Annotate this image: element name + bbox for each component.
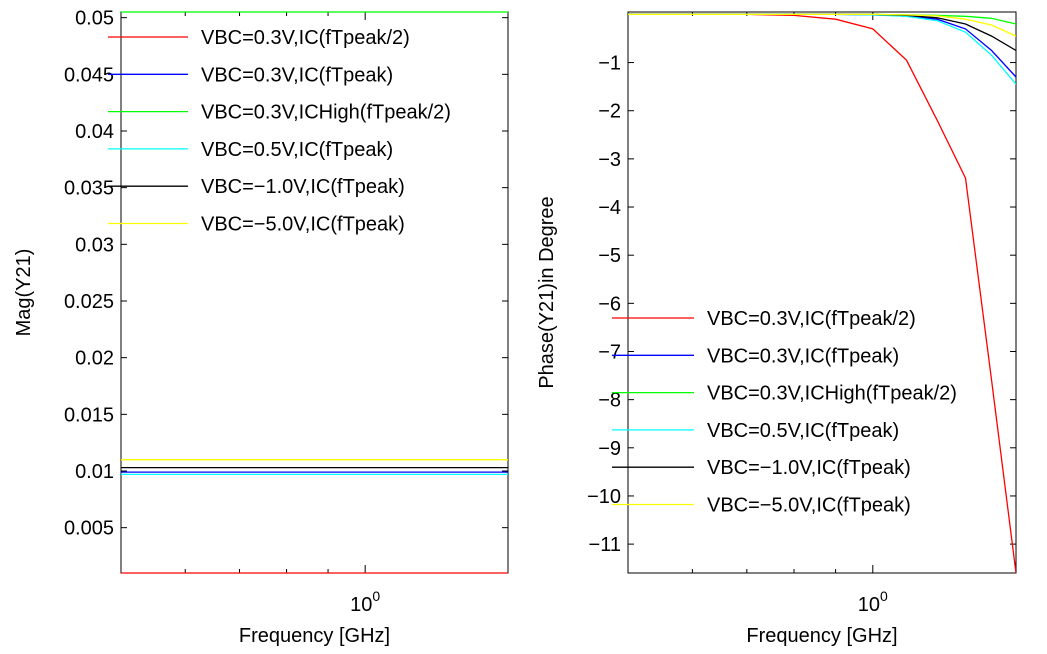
legend-label: VBC=−5.0V,IC(fTpeak)	[201, 214, 405, 236]
legend-label: VBC=0.5V,IC(fTpeak)	[201, 139, 393, 161]
series-line	[628, 13, 1016, 85]
legend-label: VBC=0.3V,IC(fTpeak)	[201, 64, 393, 86]
y-tick-label: −7	[598, 341, 621, 363]
y-tick-label: 0.025	[64, 291, 114, 313]
y-tick-label: 0.01	[75, 461, 114, 483]
legend-label: VBC=0.5V,IC(fTpeak)	[707, 420, 899, 442]
y-tick-label: 0.015	[64, 404, 114, 426]
y-tick-label: 0.035	[64, 178, 114, 200]
y-tick-label: −1	[598, 53, 621, 75]
y-tick-label: 0.03	[75, 234, 114, 256]
x-tick-label: 100	[350, 588, 380, 616]
series-line	[628, 13, 1016, 52]
series-group	[121, 11, 508, 574]
y-tick-label: −5	[598, 245, 621, 267]
y-tick-label: −4	[598, 197, 621, 219]
y-tick-label: 0.04	[75, 121, 114, 143]
legend-label: VBC=−5.0V,IC(fTpeak)	[707, 495, 911, 517]
series-group	[628, 13, 1016, 574]
y-tick-label: −10	[587, 486, 621, 508]
y-tick-label: −8	[598, 390, 621, 412]
y-tick-label: 0.02	[75, 348, 114, 370]
series-line	[628, 13, 1016, 37]
y-tick-label: 0.005	[64, 518, 114, 540]
axes-box	[120, 11, 509, 574]
legend-label: VBC=0.3V,IC(fTpeak/2)	[707, 308, 916, 330]
legend-label: VBC=0.3V,ICHigh(fTpeak/2)	[707, 383, 957, 405]
legend-label: VBC=0.3V,IC(fTpeak/2)	[201, 27, 410, 49]
plot-2: −1 −2 −3 −4 −5 −6 −7 −8 −9 −10 −11 100 Frequency [GH…	[536, 11, 1017, 647]
series-line	[628, 13, 1016, 78]
y-tick-label: −9	[598, 438, 621, 460]
plot-1: 0.005 0.01 0.015 0.02 0.025 0.03 0.035 0.04 0.04…	[13, 8, 509, 647]
y-tick-label: −11	[589, 534, 621, 556]
y-tick-label: 0.05	[75, 8, 114, 30]
legend-label: VBC=−1.0V,IC(fTpeak)	[707, 457, 911, 479]
legend-label: VBC=0.3V,ICHigh(fTpeak/2)	[201, 102, 451, 124]
legend: VBC=0.3V,IC(fTpeak/2) VBC=0.3V,IC(fTpeak)…	[108, 27, 451, 236]
legend-label: VBC=−1.0V,IC(fTpeak)	[201, 176, 405, 198]
y-tick-label: −3	[598, 149, 621, 171]
series-line	[628, 13, 1016, 574]
y-tick-label: −2	[598, 101, 621, 123]
x-axis-label: Frequency [GHz]	[239, 625, 390, 647]
x-tick-label: 100	[858, 588, 888, 616]
axes-box	[627, 11, 1017, 574]
y-tick-label: −6	[598, 293, 621, 315]
y-tick-label: 0.045	[64, 64, 114, 86]
y-axis-label: Mag(Y21)	[13, 249, 35, 337]
legend-label: VBC=0.3V,IC(fTpeak)	[707, 345, 899, 367]
y-axis-label: Phase(Y21)in Degree	[536, 196, 558, 388]
legend: VBC=0.3V,IC(fTpeak/2) VBC=0.3V,IC(fTpeak)…	[612, 308, 957, 517]
x-axis-label: Frequency [GHz]	[746, 625, 897, 647]
